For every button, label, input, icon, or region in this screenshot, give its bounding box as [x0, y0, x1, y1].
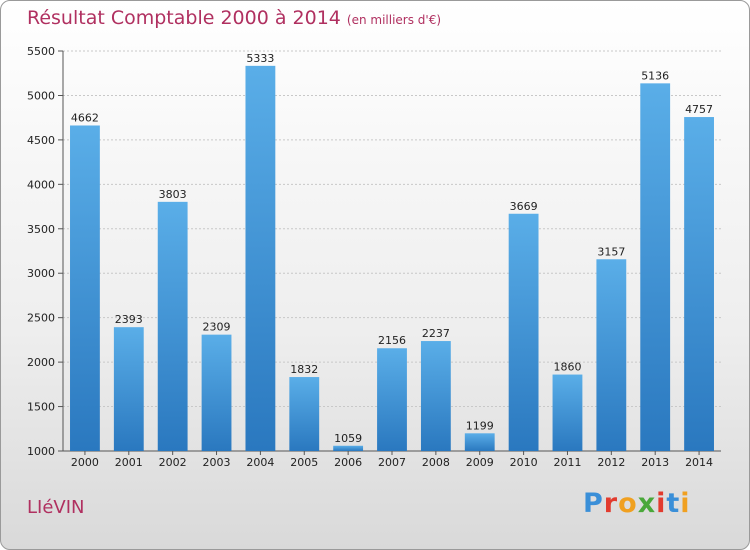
logo-letter: P: [583, 488, 604, 519]
chart-subtitle: (en milliers d'€): [346, 13, 442, 27]
y-tick-label: 2000: [27, 356, 55, 369]
x-tick-label: 2008: [422, 456, 450, 469]
chart-title-text: Résultat Comptable 2000 à 2014: [27, 7, 341, 29]
y-tick-label: 5500: [27, 45, 55, 58]
data-label: 2309: [203, 321, 231, 334]
data-label: 3157: [597, 245, 625, 258]
bar-2010: [508, 213, 539, 451]
x-tick-label: 2002: [159, 456, 187, 469]
data-label: 1059: [334, 432, 362, 445]
logo-letter: r: [603, 488, 619, 519]
y-tick-label: 1000: [27, 445, 55, 458]
x-tick-label: 2007: [378, 456, 406, 469]
y-tick-label: 3500: [27, 223, 55, 236]
bar-2002: [157, 201, 188, 451]
bar-2000: [70, 125, 100, 451]
x-tick-label: 2004: [246, 456, 274, 469]
labels: 1000 1500 2000 2500 3000 3500 4000 4500 5000 5500…: [27, 45, 713, 469]
proxiti-logo: Proxiti: [583, 488, 691, 519]
x-tick-label: 2014: [685, 456, 713, 469]
data-label: 2237: [422, 327, 450, 340]
data-label: 3803: [159, 188, 187, 201]
data-label: 1860: [553, 361, 581, 374]
logo-letter: i: [680, 488, 691, 519]
logo-letter: i: [656, 488, 667, 519]
data-label: 1832: [290, 363, 318, 376]
x-tick-label: 2003: [203, 456, 231, 469]
logo-letter: o: [618, 488, 638, 519]
y-tick-label: 3000: [27, 267, 55, 280]
data-label: 5333: [246, 52, 274, 65]
x-tick-label: 2006: [334, 456, 362, 469]
city-name: LIéVIN: [27, 497, 85, 518]
bar-2003: [201, 334, 232, 451]
x-tick-label: 2005: [290, 456, 318, 469]
bar-2013: [640, 83, 671, 451]
y-tick-label: 5000: [27, 89, 55, 102]
x-tick-label: 2009: [466, 456, 494, 469]
y-tick-label: 2500: [27, 312, 55, 325]
bar-2011: [552, 374, 583, 451]
data-label: 3669: [510, 200, 538, 213]
chart-title: Résultat Comptable 2000 à 2014 (en millie…: [27, 7, 441, 29]
x-tick-label: 2011: [553, 456, 581, 469]
x-tick-label: 2001: [115, 456, 143, 469]
bar-2004: [245, 65, 276, 451]
data-label: 2156: [378, 334, 406, 347]
x-tick-label: 2013: [641, 456, 669, 469]
y-tick-label: 4500: [27, 134, 55, 147]
bar-2014: [684, 117, 714, 452]
bar-2007: [377, 348, 407, 451]
y-tick-label: 1500: [27, 401, 55, 414]
x-tick-label: 2010: [510, 456, 538, 469]
x-tick-label: 2000: [71, 456, 99, 469]
bar-2006: [333, 445, 364, 451]
data-label: 4662: [71, 111, 99, 124]
bar-2009: [464, 433, 495, 451]
bars: [70, 65, 714, 452]
y-tick-label: 4000: [27, 178, 55, 191]
data-label: 4757: [685, 103, 713, 116]
data-label: 2393: [115, 313, 143, 326]
bar-2012: [596, 259, 627, 451]
logo-letter: t: [666, 488, 681, 519]
bar-2001: [113, 327, 144, 451]
data-label: 5136: [641, 69, 669, 82]
x-tick-label: 2012: [597, 456, 625, 469]
bar-2008: [420, 341, 451, 451]
logo-letter: x: [637, 488, 657, 519]
data-label: 1199: [466, 419, 494, 432]
bar-2005: [289, 377, 320, 451]
